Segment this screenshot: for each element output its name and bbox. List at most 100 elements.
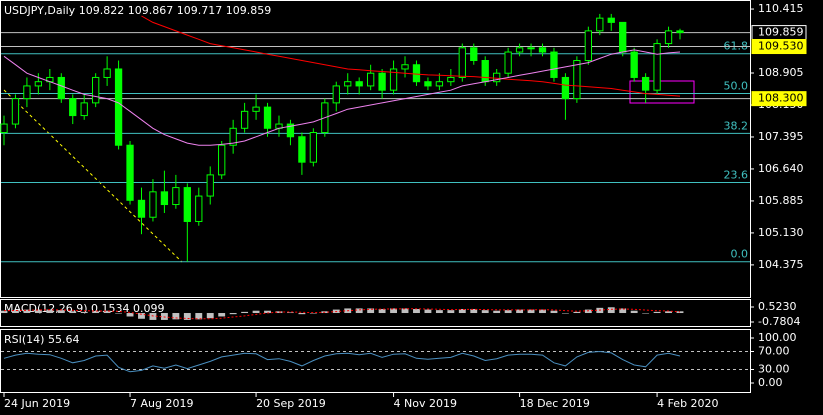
- symbol: USDJPY,Daily: [4, 4, 76, 17]
- drawn-rectangle: [629, 80, 695, 104]
- y-tick-label: 105.885: [758, 194, 804, 207]
- candle-body: [137, 199, 146, 218]
- rsi-value: 55.64: [48, 333, 80, 346]
- candle-body: [630, 51, 638, 78]
- macd-bar: [252, 310, 260, 314]
- macd-bar: [413, 308, 420, 314]
- header: USDJPY,Daily 109.822 109.867 109.717 109…: [4, 4, 271, 17]
- y-tick-label: 106.640: [758, 162, 804, 175]
- candle-body: [561, 76, 570, 100]
- moving-average: [3, 49, 681, 146]
- macd-bar: [229, 313, 237, 315]
- x-tick-label: 7 Aug 2019: [130, 397, 193, 410]
- macd-bar: [458, 308, 466, 314]
- candle-body: [309, 132, 318, 163]
- fib-label: 0.0: [731, 248, 749, 261]
- candle-body: [11, 98, 20, 125]
- price-label: 109.530: [758, 40, 804, 53]
- macd-bar: [218, 313, 226, 317]
- rsi-tick-label: 100.00: [758, 331, 797, 344]
- price-label-box: [751, 39, 807, 55]
- macd-bar: [527, 309, 535, 314]
- candle-body: [676, 30, 684, 34]
- candle-body: [481, 60, 489, 83]
- rsi-tick-label: 0.00: [758, 376, 783, 389]
- macd-bar: [355, 308, 363, 314]
- macd-bar: [160, 313, 168, 320]
- macd-panel: [0, 299, 751, 327]
- candle-body: [641, 76, 650, 91]
- open: 109.822: [79, 4, 125, 17]
- macd-bar: [493, 310, 501, 314]
- macd-bar: [57, 310, 65, 314]
- candle-body: [229, 127, 237, 146]
- macd-bar: [665, 311, 672, 314]
- macd-signal: 0.099: [133, 302, 165, 315]
- macd-bar: [390, 308, 397, 314]
- macd-bar: [0, 310, 8, 314]
- macd-bar: [504, 310, 512, 314]
- macd-bar: [481, 310, 489, 314]
- y-tick-label: 107.395: [758, 130, 804, 143]
- candle-body: [126, 144, 134, 201]
- candle-body: [538, 47, 547, 53]
- candle-body: [435, 81, 444, 87]
- macd-bar: [183, 313, 191, 320]
- candle-body: [389, 68, 398, 91]
- candle-body: [596, 17, 604, 32]
- x-tick-label: 4 Feb 2020: [657, 397, 718, 410]
- rsi-title: RSI(14): [4, 333, 44, 346]
- macd-bar: [149, 313, 157, 320]
- macd-bar: [34, 309, 42, 314]
- x-tick-label: 20 Sep 2019: [256, 397, 326, 410]
- candle-body: [447, 76, 455, 83]
- macd-bar: [264, 310, 271, 314]
- candle-body: [653, 43, 661, 91]
- candle-body: [172, 187, 180, 206]
- rsi-line: [3, 350, 681, 373]
- macd-bar: [470, 308, 478, 314]
- rsi-header: RSI(14) 55.64: [4, 333, 79, 346]
- macd-bar: [92, 311, 100, 314]
- macd-bar: [619, 308, 627, 314]
- candle-body: [504, 51, 512, 74]
- macd-bar: [561, 313, 569, 314]
- macd-bar: [653, 311, 661, 314]
- candle-body: [149, 191, 157, 218]
- macd-bar: [435, 310, 443, 314]
- candle-body: [34, 81, 43, 87]
- candle-body: [240, 110, 249, 129]
- main-panel: [0, 0, 751, 298]
- macd-bar: [676, 311, 684, 314]
- candle-body: [424, 81, 432, 87]
- macd-bar: [138, 313, 145, 319]
- candle-body: [80, 102, 88, 117]
- macd-bar: [516, 309, 524, 314]
- candle-body: [218, 144, 226, 176]
- candle-body: [206, 174, 214, 197]
- candle-body: [298, 136, 306, 163]
- macd-tick-label: 0.5230: [758, 300, 797, 313]
- y-tick-label: 105.130: [758, 226, 804, 239]
- macd-bar: [23, 309, 31, 314]
- x-tick-label: 24 Jun 2019: [4, 397, 70, 410]
- candle-body: [103, 68, 111, 78]
- y-tick-label: 110.415: [758, 2, 804, 15]
- candle-body: [412, 64, 421, 83]
- price-label: 108.300: [758, 92, 804, 105]
- macd-bar: [607, 307, 615, 314]
- macd-bar: [550, 310, 558, 314]
- macd-bar: [539, 309, 546, 314]
- candle-body: [92, 76, 100, 104]
- fib-trendline: [3, 89, 183, 263]
- candle-body: [401, 64, 409, 70]
- macd-bar: [642, 313, 650, 314]
- macd-bar: [309, 313, 317, 314]
- rsi-panel: [0, 329, 751, 393]
- macd-bar: [46, 309, 54, 314]
- macd-bar: [80, 311, 88, 314]
- candle-body: [0, 123, 8, 134]
- y-tick-label: 104.375: [758, 258, 804, 271]
- candle-body: [458, 47, 466, 78]
